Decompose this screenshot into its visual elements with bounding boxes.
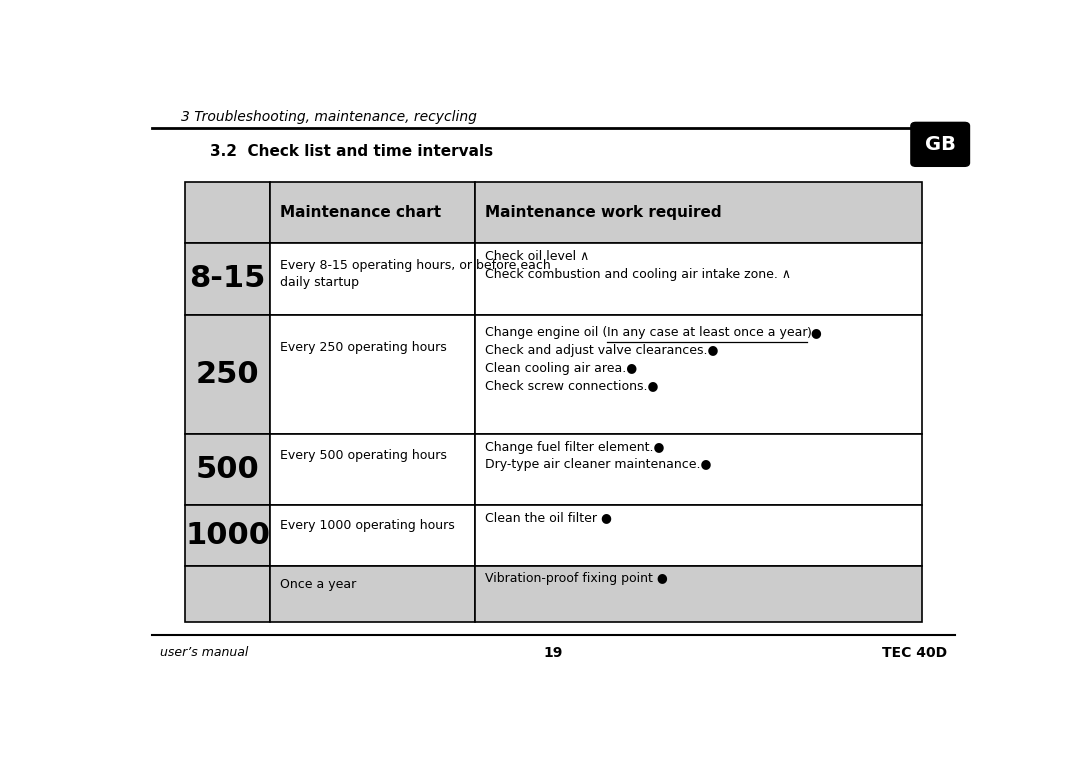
Bar: [270, 566, 475, 622]
Bar: [270, 505, 475, 566]
Bar: [475, 243, 922, 314]
Bar: [270, 182, 475, 243]
Text: Check and adjust valve clearances.●: Check and adjust valve clearances.●: [485, 344, 718, 357]
Bar: [475, 434, 922, 505]
Text: Vibration-proof fixing point ●: Vibration-proof fixing point ●: [485, 572, 667, 584]
Text: daily startup: daily startup: [280, 276, 359, 289]
Text: Check combustion and cooling air intake zone. ∧: Check combustion and cooling air intake …: [485, 268, 791, 281]
Bar: [186, 314, 270, 434]
Text: Every 250 operating hours: Every 250 operating hours: [280, 341, 447, 354]
Text: user’s manual: user’s manual: [160, 646, 248, 659]
Bar: [186, 505, 270, 566]
Text: Maintenance work required: Maintenance work required: [485, 205, 721, 220]
Text: TEC 40D: TEC 40D: [881, 646, 947, 661]
Bar: [186, 566, 270, 622]
Bar: [186, 243, 270, 314]
Text: Clean cooling air area.●: Clean cooling air area.●: [485, 361, 637, 374]
Text: 3 Troubleshooting, maintenance, recycling: 3 Troubleshooting, maintenance, recyclin…: [181, 110, 477, 124]
Text: 1000: 1000: [185, 521, 270, 550]
Text: Once a year: Once a year: [280, 578, 356, 591]
Text: 3.2  Check list and time intervals: 3.2 Check list and time intervals: [211, 144, 494, 159]
Text: 500: 500: [195, 455, 259, 484]
Bar: [186, 182, 270, 243]
Text: Maintenance chart: Maintenance chart: [280, 205, 441, 220]
Text: Every 500 operating hours: Every 500 operating hours: [280, 450, 447, 463]
Bar: [186, 434, 270, 505]
Bar: [475, 505, 922, 566]
Bar: [270, 434, 475, 505]
Bar: [475, 314, 922, 434]
Text: Change fuel filter element.●: Change fuel filter element.●: [485, 441, 664, 454]
Text: In any case at least once a year: In any case at least once a year: [607, 326, 808, 339]
Bar: [475, 566, 922, 622]
Text: 8-15: 8-15: [189, 264, 266, 293]
Text: Every 8-15 operating hours, or before each: Every 8-15 operating hours, or before ea…: [280, 259, 551, 272]
FancyBboxPatch shape: [910, 123, 970, 167]
Text: )●: )●: [808, 326, 823, 339]
Text: Every 1000 operating hours: Every 1000 operating hours: [280, 518, 455, 531]
Text: 250: 250: [195, 360, 259, 389]
Text: Change engine oil (: Change engine oil (: [485, 326, 607, 339]
Text: Check screw connections.●: Check screw connections.●: [485, 379, 658, 392]
Bar: [475, 182, 922, 243]
Text: 19: 19: [544, 646, 563, 661]
Text: Dry-type air cleaner maintenance.●: Dry-type air cleaner maintenance.●: [485, 458, 711, 471]
Bar: [270, 314, 475, 434]
Bar: [270, 243, 475, 314]
Text: Check oil level ∧: Check oil level ∧: [485, 250, 589, 263]
Text: Clean the oil filter ●: Clean the oil filter ●: [485, 511, 611, 524]
Text: GB: GB: [924, 135, 956, 154]
